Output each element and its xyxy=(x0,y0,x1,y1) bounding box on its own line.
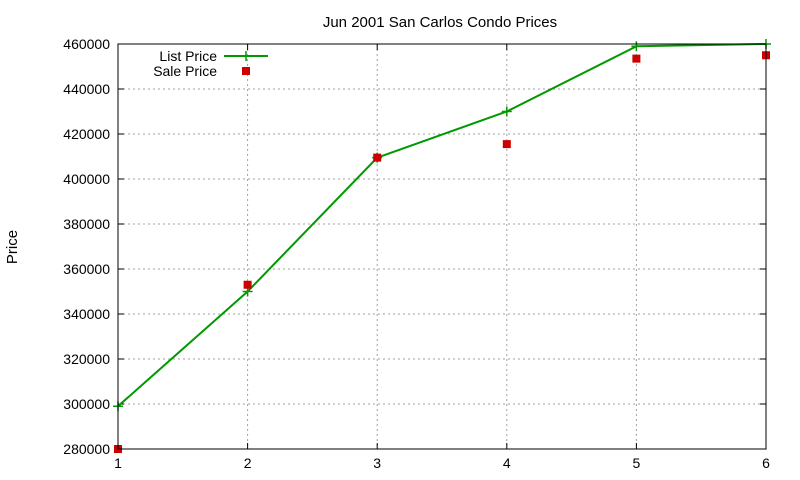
data-point xyxy=(373,153,382,162)
y-tick-label: 460000 xyxy=(63,36,110,52)
legend-marker xyxy=(242,67,250,75)
legend-label: List Price xyxy=(159,48,217,64)
series-list-price xyxy=(113,39,771,412)
y-tick-label: 300000 xyxy=(63,396,110,412)
data-point xyxy=(631,41,642,52)
legend-marker xyxy=(241,51,251,61)
plot-frame xyxy=(117,43,767,450)
y-tick-label: 420000 xyxy=(63,126,110,142)
y-tick-label: 340000 xyxy=(63,306,110,322)
y-tick-label: 280000 xyxy=(63,441,110,457)
y-tick-label: 380000 xyxy=(63,216,110,232)
x-tick-label: 2 xyxy=(244,455,252,471)
y-tick-label: 320000 xyxy=(63,351,110,367)
chart-title: Jun 2001 San Carlos Condo Prices xyxy=(323,14,557,31)
x-tick-label: 6 xyxy=(762,455,770,471)
legend-label: Sale Price xyxy=(153,63,217,79)
y-tick-label: 360000 xyxy=(63,261,110,277)
series-layer xyxy=(113,39,771,453)
grid xyxy=(118,44,766,449)
y-tick-label: 440000 xyxy=(63,81,110,97)
data-point xyxy=(501,106,512,117)
data-point xyxy=(632,54,641,63)
series-sale-price xyxy=(114,51,770,453)
x-tick-label: 5 xyxy=(633,455,641,471)
data-point xyxy=(243,280,252,289)
x-tick-label: 1 xyxy=(114,455,122,471)
y-tick-label: 400000 xyxy=(63,171,110,187)
y-axis-label: Price xyxy=(4,230,21,264)
x-tick-label: 3 xyxy=(373,455,381,471)
series-line xyxy=(117,43,767,407)
x-tick-label: 4 xyxy=(503,455,511,471)
data-point xyxy=(502,140,511,149)
ticks: 1 2 3 4 5 6 280000 300000 320000 340000 360000 3800… xyxy=(63,36,770,471)
